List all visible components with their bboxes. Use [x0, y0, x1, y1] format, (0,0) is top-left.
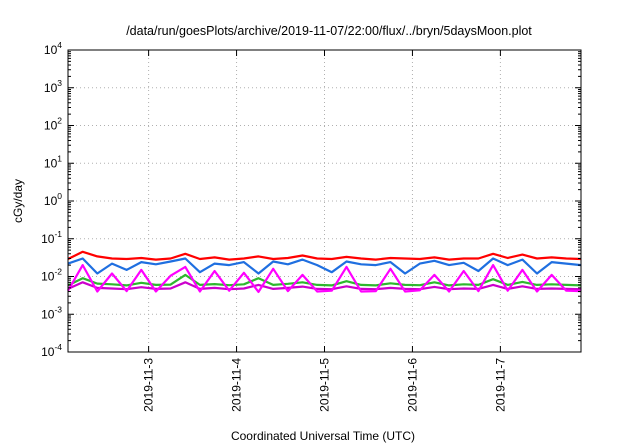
series-line-3: [67, 273, 582, 287]
y-axis-tick-labels: 10-4 10-3 10-2 10-1 100 101 102 103 104: [41, 40, 62, 359]
y-tick-label: 102: [44, 116, 62, 133]
x-axis-label: Coordinated Universal Time (UTC): [231, 429, 415, 443]
series-line-5: [67, 264, 582, 293]
x-tick-label: 2019-11-6: [405, 358, 419, 412]
series-group: [67, 250, 582, 293]
y-tick-label: 104: [44, 40, 62, 57]
y-tick-label: 10-1: [41, 229, 62, 246]
axis-ticks: [68, 49, 581, 353]
x-axis-tick-labels: 2019-11-3 2019-11-4 2019-11-5 2019-11-6 2019…: [142, 358, 508, 412]
y-tick-label: 10-3: [41, 304, 62, 321]
x-tick-label: 2019-11-3: [142, 358, 156, 412]
y-tick-label: 10-2: [41, 267, 62, 284]
y-tick-label: 100: [44, 191, 62, 208]
y-axis-label: cGy/day: [11, 179, 25, 223]
y-tick-label: 103: [44, 78, 62, 95]
chart-title: /data/run/goesPlots/archive/2019-11-07/2…: [126, 24, 532, 38]
x-tick-label: 2019-11-4: [230, 358, 244, 412]
x-tick-label: 2019-11-5: [318, 358, 332, 412]
series-line-2: [67, 257, 582, 275]
y-tick-label: 101: [44, 153, 62, 170]
y-tick-label: 10-4: [41, 342, 62, 359]
series-line-1: [67, 250, 582, 261]
grid-lines: [68, 50, 581, 352]
x-tick-label: 2019-11-7: [493, 358, 507, 412]
